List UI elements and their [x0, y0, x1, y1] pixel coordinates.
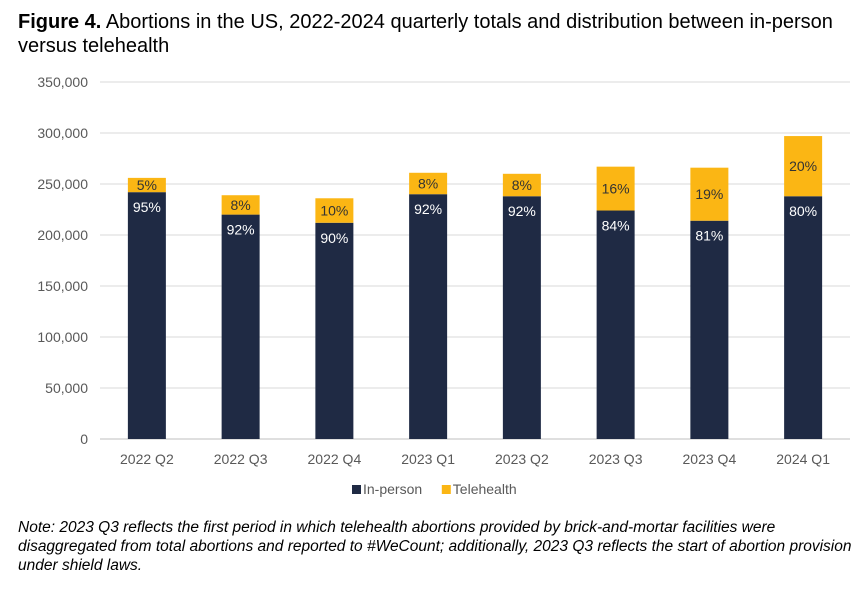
data-label: 8% [512, 177, 532, 193]
y-tick-label: 150,000 [37, 278, 88, 294]
chart-note: Note: 2023 Q3 reflects the first period … [18, 519, 852, 574]
legend-swatch-in-person [352, 485, 361, 494]
bar-telehealth [409, 172, 448, 195]
legend-label: Telehealth [453, 481, 517, 497]
figure-title: Abortions in the US, 2022-2024 quarterly… [18, 11, 833, 57]
x-tick-label: 2023 Q1 [401, 451, 455, 467]
data-label: 8% [418, 175, 438, 191]
data-label: 16% [602, 181, 630, 197]
x-tick-label: 2022 Q4 [308, 451, 362, 467]
data-label: 92% [414, 201, 442, 217]
bar-in-person [690, 220, 729, 439]
bar-telehealth [596, 166, 635, 211]
data-label: 81% [695, 228, 723, 244]
bar-telehealth [315, 198, 354, 223]
data-label: 10% [320, 203, 348, 219]
x-tick-label: 2023 Q3 [589, 451, 643, 467]
x-tick-label: 2022 Q3 [214, 451, 268, 467]
bar-in-person [315, 222, 354, 439]
figure-label: Figure 4. [18, 11, 102, 33]
y-tick-label: 100,000 [37, 329, 88, 345]
y-tick-label: 200,000 [37, 227, 88, 243]
bar-telehealth [784, 136, 823, 197]
legend-swatch-telehealth [441, 485, 451, 494]
y-tick-label: 250,000 [37, 176, 88, 192]
bar-in-person [784, 196, 823, 439]
bar-telehealth [690, 167, 729, 221]
chart-title: Figure 4. Abortions in the US, 2022-2024… [18, 10, 853, 58]
y-tick-label: 50,000 [45, 380, 88, 396]
data-label: 5% [137, 177, 157, 193]
bar-telehealth [502, 173, 541, 197]
y-tick-label: 300,000 [37, 125, 88, 141]
legend-label: In-person [363, 481, 422, 497]
x-tick-label: 2024 Q1 [776, 451, 830, 467]
bar-in-person [127, 192, 166, 439]
bar-telehealth [221, 195, 260, 215]
bar-in-person [596, 210, 635, 439]
data-label: 92% [508, 203, 536, 219]
data-label: 92% [227, 222, 255, 238]
bar-in-person [409, 194, 448, 439]
data-label: 8% [231, 197, 251, 213]
data-label: 20% [789, 158, 817, 174]
x-tick-label: 2023 Q2 [495, 451, 549, 467]
bar-in-person [502, 196, 541, 439]
bar-in-person [221, 214, 260, 439]
stacked-bar-chart: 0 50,000 100,000 150,000 200,000 250,000 300,0… [37, 74, 850, 497]
data-label: 19% [695, 186, 723, 202]
x-tick-label: 2023 Q4 [683, 451, 737, 467]
data-label: 95% [133, 199, 161, 215]
data-label: 90% [320, 230, 348, 246]
y-tick-label: 0 [80, 431, 88, 447]
data-label: 80% [789, 203, 817, 219]
bar-telehealth [127, 177, 166, 193]
y-tick-label: 350,000 [37, 74, 88, 90]
x-tick-label: 2022 Q2 [120, 451, 174, 467]
data-label: 84% [602, 218, 630, 234]
